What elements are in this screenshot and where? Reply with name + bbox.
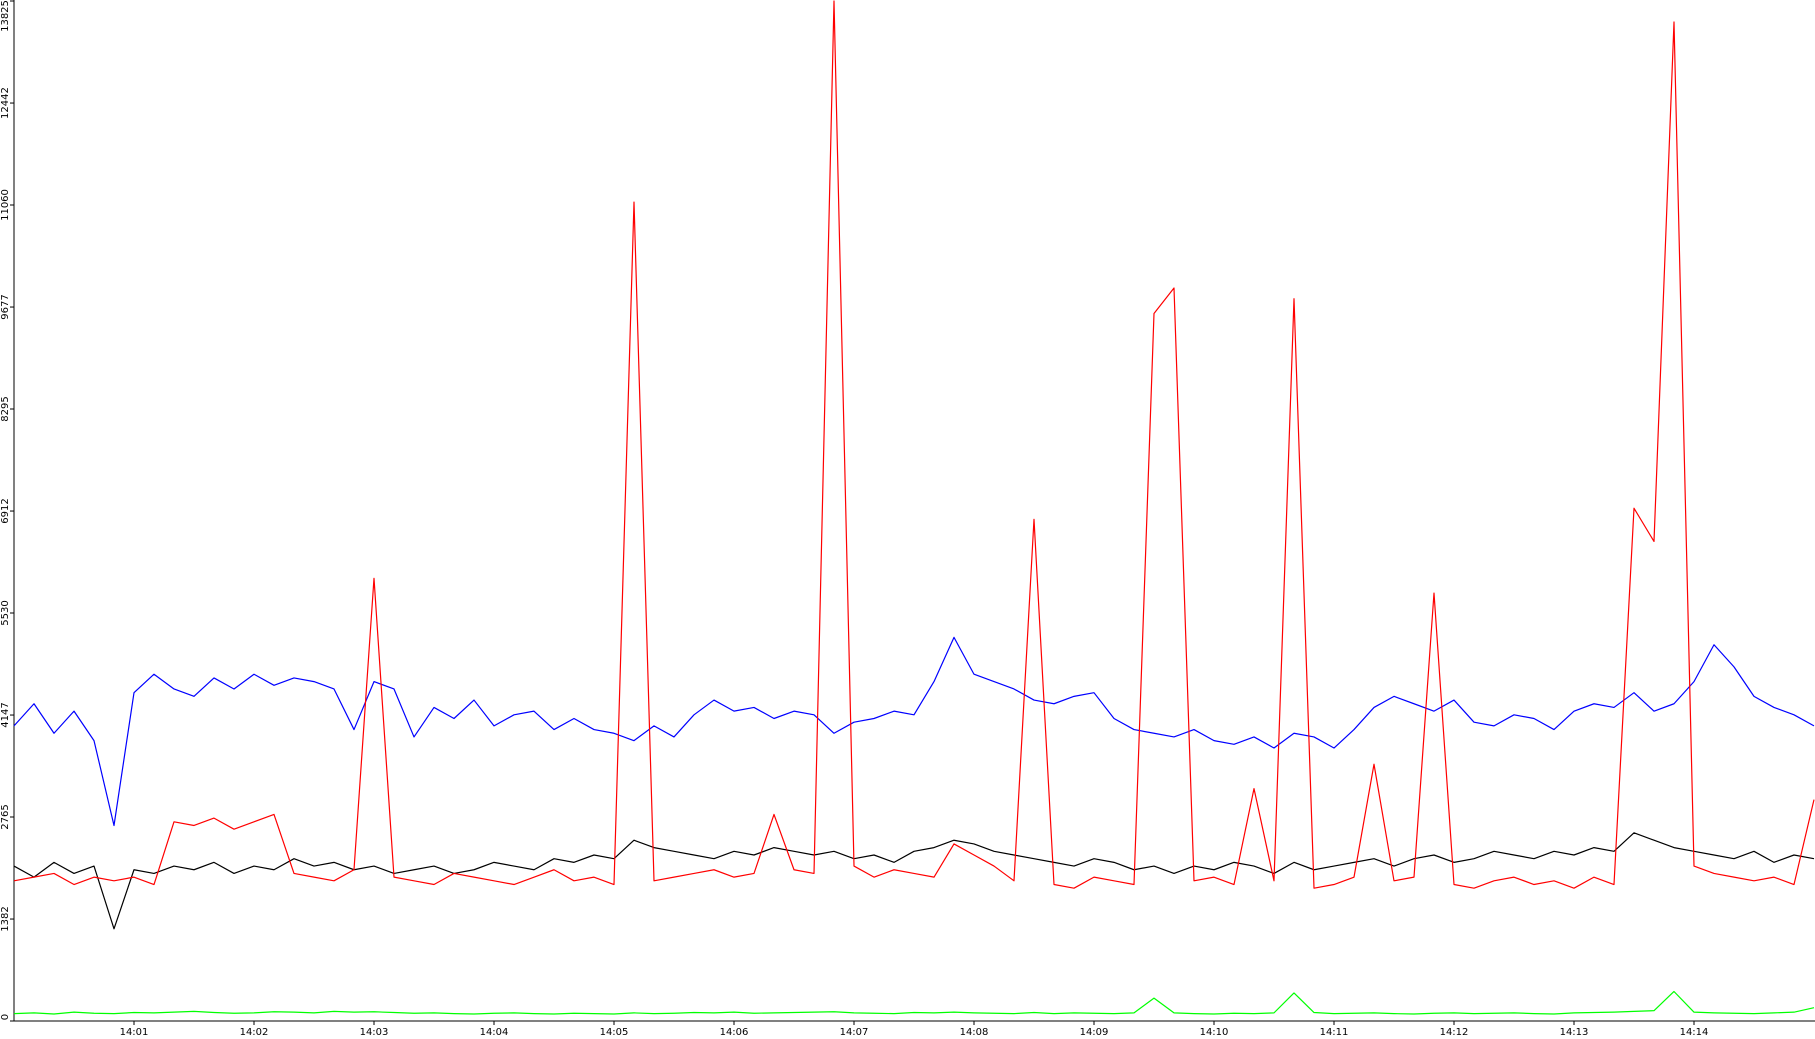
y-tick-label: 12442 [0, 87, 11, 119]
x-tick-label: 14:02 [240, 1027, 269, 1038]
series-line [13, 0, 1815, 889]
x-tick-label: 14:10 [1200, 1027, 1229, 1038]
x-tick-label: 14:08 [960, 1027, 989, 1038]
x-tick-label: 14:11 [1320, 1027, 1349, 1038]
series-line [13, 990, 1815, 1015]
x-tick-label: 14:14 [1680, 1027, 1709, 1038]
y-tick-label: 0 [0, 1014, 11, 1020]
series-line [13, 832, 1815, 930]
x-tick-label: 14:13 [1560, 1027, 1589, 1038]
y-tick-label: 6912 [0, 498, 11, 523]
y-tick-label: 13825 [0, 0, 11, 32]
y-tick-label: 9677 [0, 294, 11, 319]
y-tick-label: 8295 [0, 396, 11, 421]
x-tick-label: 14:06 [720, 1027, 749, 1038]
y-tick-label: 4147 [0, 702, 11, 727]
x-tick-label: 14:09 [1080, 1027, 1109, 1038]
x-tick-label: 14:04 [480, 1027, 509, 1038]
series-line [13, 636, 1815, 827]
x-tick-label: 14:03 [360, 1027, 389, 1038]
y-tick-label: 11060 [0, 189, 11, 221]
x-tick-label: 14:07 [840, 1027, 869, 1038]
x-tick-label: 14:12 [1440, 1027, 1469, 1038]
y-tick-label: 1382 [0, 906, 11, 931]
y-tick-label: 2765 [0, 804, 11, 829]
y-tick-label: 5530 [0, 600, 11, 625]
x-tick-label: 14:01 [120, 1027, 149, 1038]
x-tick-label: 14:05 [600, 1027, 629, 1038]
